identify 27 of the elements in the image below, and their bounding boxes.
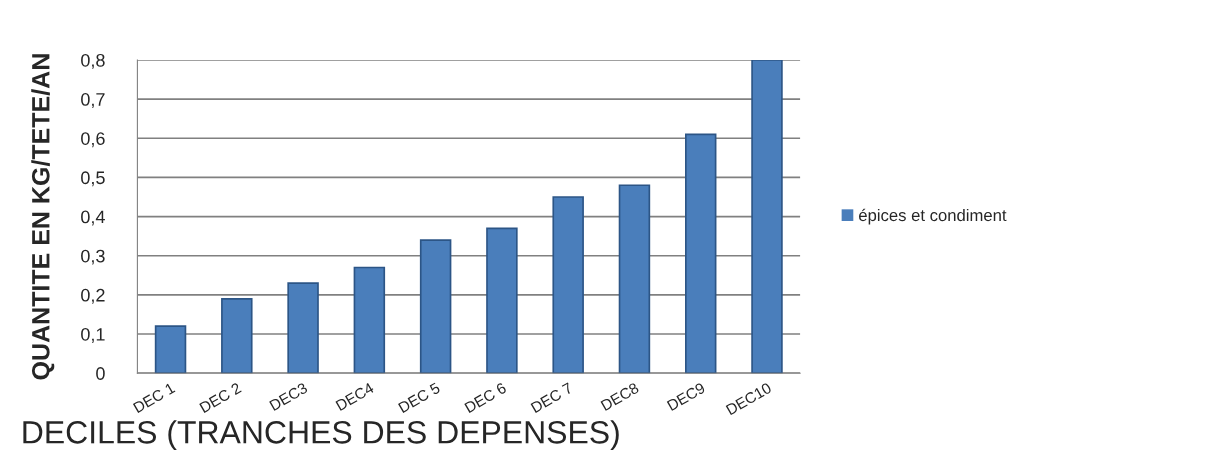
y-axis-title: QUANTITE EN KG/TETE/AN	[31, 54, 55, 380]
bar	[751, 59, 783, 374]
x-tick-label: DEC 5	[397, 382, 441, 414]
y-tick-label: 0,3	[81, 249, 105, 265]
y-tick-label: 0,2	[81, 288, 105, 304]
x-tick-label: DEC 1	[132, 382, 176, 414]
bar	[618, 184, 651, 374]
bar	[486, 227, 518, 374]
x-tick-label: DEC 2	[199, 382, 242, 414]
y-tick-label: 0,6	[81, 132, 105, 148]
bar	[221, 297, 253, 374]
y-tick-label: 0,7	[81, 93, 105, 108]
bar	[154, 325, 187, 374]
legend-label: épices et condiment	[859, 208, 1007, 225]
bar	[419, 239, 452, 374]
y-tick-label: 0,8	[81, 53, 105, 69]
y-tick-label: 0,4	[81, 210, 105, 226]
bar	[552, 196, 584, 374]
x-tick-label: DEC 6	[464, 382, 507, 414]
bar	[353, 266, 386, 374]
bar	[684, 133, 717, 374]
y-tick-label: 0,1	[81, 327, 105, 343]
x-axis-title: DECILES (TRANCHES DES DEPENSES)	[23, 420, 619, 450]
bar	[287, 282, 319, 374]
x-tick-label: DEC 7	[530, 382, 574, 414]
y-tick-label: 0,5	[81, 171, 105, 187]
y-tick-label: 0	[96, 367, 105, 380]
